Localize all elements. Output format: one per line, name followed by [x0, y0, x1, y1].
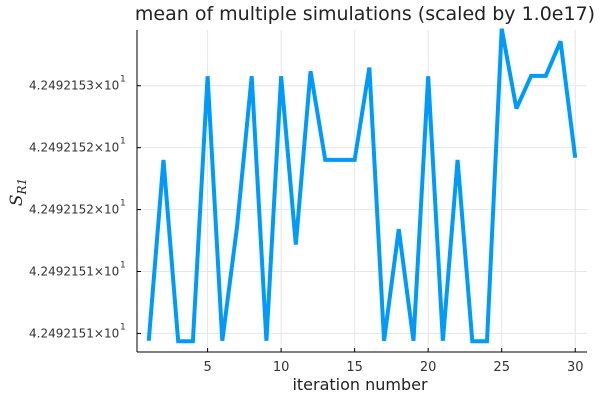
x-tick-label-1: 10 — [273, 360, 290, 375]
series-group — [146, 28, 578, 344]
y-axis-label: SR1 — [7, 178, 29, 206]
y-tick-label-3: 4.2492152×10 — [29, 141, 119, 155]
gridlines — [137, 30, 587, 352]
x-tick-label-2: 15 — [346, 360, 363, 375]
x-tick-label-4: 25 — [493, 360, 510, 375]
y-tick-label-1: 4.2492151×10 — [29, 265, 119, 279]
y-axis-label-subscript: R1 — [15, 178, 29, 196]
y-tick-exponent-1: 1 — [120, 261, 126, 271]
y-tick-exponent-4: 1 — [120, 75, 126, 85]
y-axis-label-main: S — [7, 195, 27, 207]
x-tick-labels: 5 10 15 20 25 30 — [203, 360, 583, 375]
y-tick-label-4: 4.2492153×10 — [29, 79, 119, 93]
chart-title: mean of multiple simulations (scaled by … — [135, 3, 595, 25]
y-tick-labels: 4.2492151×10 14.2492151×10 14.2492152×10 14… — [29, 75, 126, 341]
y-tick-label-0: 4.2492151×10 — [29, 326, 119, 340]
y-tick-exponent-0: 1 — [120, 322, 126, 332]
y-tick-exponent-3: 1 — [120, 137, 126, 147]
y-tick-exponent-2: 1 — [120, 199, 126, 209]
axes — [136, 30, 587, 353]
y-tick-label-2: 4.2492152×10 — [29, 203, 119, 217]
x-tick-label-0: 5 — [203, 360, 211, 375]
x-tick-label-3: 20 — [420, 360, 437, 375]
x-axis-label: iteration number — [292, 375, 428, 394]
series-line-0 — [146, 28, 578, 344]
x-tick-label-5: 30 — [567, 360, 584, 375]
